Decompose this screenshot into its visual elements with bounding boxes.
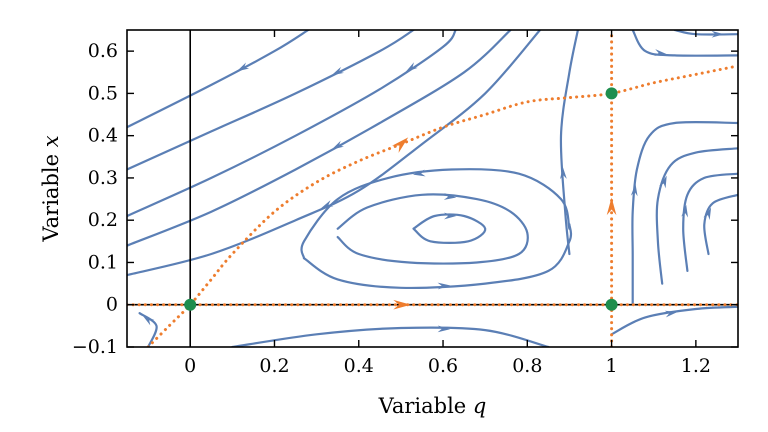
streamline [127,30,457,218]
y-axis-label-text: Variable [39,154,63,243]
streamline-arrow [444,212,457,220]
streamline-arrow [703,207,712,221]
streamline-arrow [142,315,155,326]
fixed-point [605,298,618,311]
streamline [682,172,738,272]
ticks-layer: 0 0.2 0.4 0.6 0.8 1 1.2 −0.1 0 0.1 0.2 0.3 0.4 0.5 0.6 [72,30,738,377]
streamlines-layer [127,30,738,347]
plot-frame [126,29,739,348]
y-tick-label: 0.6 [88,40,118,62]
y-tick-label: 0.5 [88,82,118,104]
y-tick-label: −0.1 [72,336,118,358]
x-tick-label: 0.6 [428,355,458,377]
streamline-arrow [331,140,344,150]
streamline-arrow [711,30,724,38]
streamline [127,30,415,171]
y-tick-label: 0.2 [88,209,118,231]
streamline [127,30,512,247]
x-tick-label: 0.8 [512,355,542,377]
y-tick-label: 0.4 [88,125,118,147]
streamline [412,213,487,244]
x-axis-label-var: q [473,394,486,418]
nullclines-layer [127,30,738,347]
streamline [300,168,571,260]
y-axis-label-var: x [39,135,63,147]
x-axis-label-text: Variable [378,394,467,418]
streamline-arrow [331,66,344,76]
fixed-point [605,87,618,100]
streamline-arrow [560,166,567,180]
y-tick-label: 0.1 [88,251,118,273]
streamline-arrow [405,62,418,72]
streamline-arrow [654,49,667,56]
streamline [231,326,550,347]
streamline [336,193,529,265]
x-tick-label: 1.2 [681,355,711,377]
streamline-arrow [437,282,451,290]
y-tick-label: 0 [106,294,118,316]
streamline-arrow [681,204,689,218]
fixed-point [184,298,197,311]
x-tick-label: 0.2 [259,355,289,377]
streamline-arrow [664,310,678,318]
streamline [138,312,158,347]
nullcline-arrow [392,137,409,153]
streamline [127,30,542,277]
streamline [559,30,579,256]
streamline [302,223,573,290]
x-tick-label: 0.4 [344,355,374,377]
streamline-arrow [412,169,426,177]
x-tick-label: 0 [184,355,196,377]
streamline [127,30,310,129]
streamline-arrow [437,325,451,333]
streamline-arrow [630,183,638,197]
fixed-points-layer [184,87,618,311]
streamline-arrow [443,193,457,200]
streamline-arrow [236,62,250,72]
streamline [610,305,738,336]
streamline-arrow [659,175,667,189]
streamline [655,147,738,285]
y-axis-label: Variable x [39,135,63,242]
x-axis-label: Variable q [378,394,487,418]
x-tick-label: 1 [606,355,618,377]
nullcline-arrow [393,299,411,310]
y-tick-label: 0.3 [88,167,118,189]
streamline [703,193,738,256]
nullcline-arrow [606,197,617,216]
